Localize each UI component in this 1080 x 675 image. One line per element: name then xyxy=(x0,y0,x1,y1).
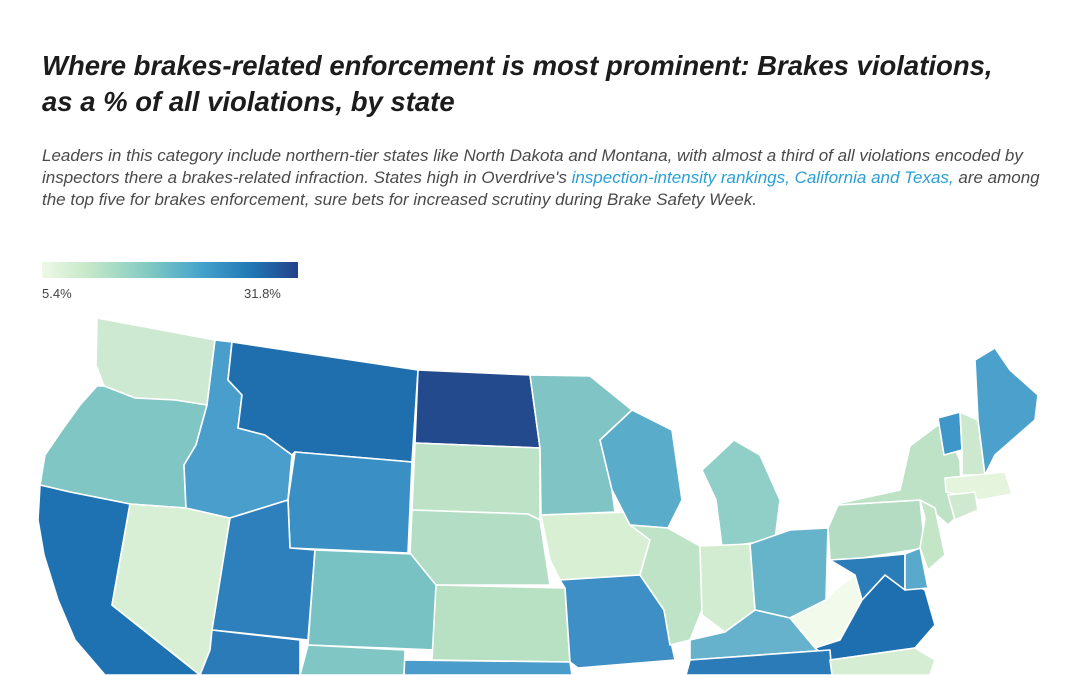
subtitle-text-after-link: are among the top five for brakes enforc… xyxy=(42,168,1040,209)
state-wyoming[interactable]: Wyoming xyxy=(287,451,413,554)
state-arizona[interactable]: Arizona xyxy=(199,629,301,675)
state-maine[interactable]: Maine xyxy=(974,347,1039,476)
state-tennessee[interactable]: Tennessee xyxy=(685,649,833,675)
state-connecticut[interactable]: Connecticut xyxy=(947,491,979,521)
state-wisconsin[interactable]: Wisconsin xyxy=(599,409,683,529)
chart-subtitle: Leaders in this category include norther… xyxy=(42,145,1052,211)
state-michigan[interactable]: Michigan xyxy=(701,439,781,548)
state-north-dakota[interactable]: North Dakota xyxy=(414,369,541,449)
state-delaware[interactable]: Delaware xyxy=(904,547,929,591)
state-illinois[interactable]: Illinois xyxy=(629,524,703,646)
state-shapes: WashingtonOregonCaliforniaNevadaIdahoMon… xyxy=(37,317,1039,675)
subtitle-text-before-link: Leaders in this category include norther… xyxy=(42,146,1023,187)
inspection-intensity-link[interactable]: inspection-intensity rankings, Californi… xyxy=(571,168,954,187)
state-nebraska[interactable]: Nebraska xyxy=(409,509,551,586)
legend-min-label: 5.4% xyxy=(42,286,72,301)
state-new-mexico[interactable]: New Mexico xyxy=(299,644,406,675)
state-new-jersey[interactable]: New Jersey xyxy=(919,499,946,571)
state-north-carolina[interactable]: North Carolina xyxy=(829,647,936,675)
legend-max-label: 31.8% xyxy=(244,286,281,301)
state-oklahoma[interactable]: Oklahoma xyxy=(403,659,573,675)
state-oregon[interactable]: Oregon xyxy=(39,385,208,509)
legend-color-scale xyxy=(42,262,298,278)
state-california[interactable]: California xyxy=(37,484,201,675)
state-montana[interactable]: Montana xyxy=(227,341,419,463)
state-south-dakota[interactable]: South Dakota xyxy=(411,442,541,521)
chart-title: Where brakes-related enforcement is most… xyxy=(42,50,993,117)
state-maryland[interactable]: Maryland xyxy=(829,553,906,601)
state-kansas[interactable]: Kansas xyxy=(431,584,571,663)
